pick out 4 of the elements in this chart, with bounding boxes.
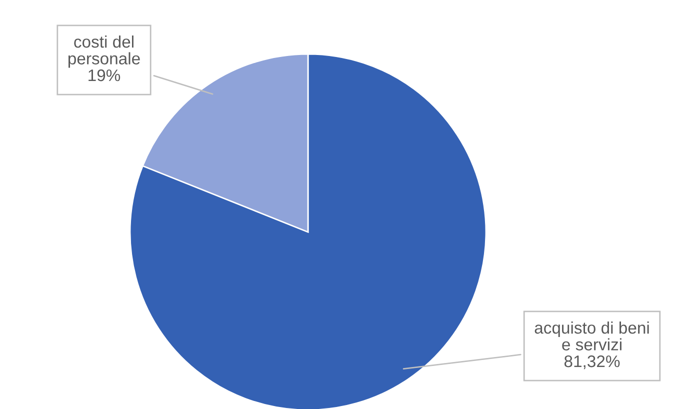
slice-label: costi del personale [68,35,140,68]
data-label: 19% [88,69,120,82]
slice-label: acquisto di beni e servizi [534,321,649,350]
data-label: 81,32% [564,355,620,370]
